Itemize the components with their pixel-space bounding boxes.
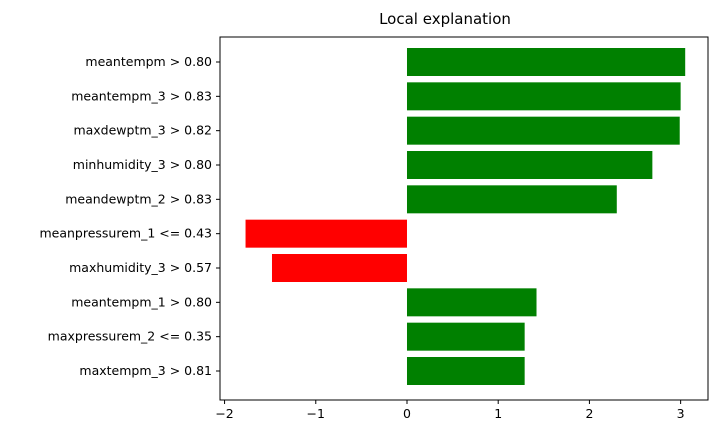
y-tick-label: meandewptm_2 > 0.83	[65, 191, 212, 206]
bar-5	[406, 185, 617, 214]
x-tick-label: −1	[307, 406, 325, 421]
x-tick-label: 2	[585, 406, 593, 421]
y-tick-label: maxpressurem_2 <= 0.35	[48, 329, 212, 344]
bar-4	[406, 151, 653, 179]
y-tick-label: maxdewptm_3 > 0.82	[73, 123, 212, 138]
x-tick-label: 3	[677, 406, 685, 421]
y-tick-label: maxtempm_3 > 0.81	[79, 363, 212, 378]
x-tick-label: 0	[403, 406, 411, 421]
bar-1	[406, 48, 686, 76]
y-tick-label: meantempm > 0.80	[85, 54, 212, 69]
bar-2	[406, 82, 681, 111]
bar-6	[245, 219, 407, 248]
y-tick-label: minhumidity_3 > 0.80	[73, 157, 212, 172]
chart-title: Local explanation	[379, 10, 511, 28]
y-tick-label: meanpressurem_1 <= 0.43	[39, 226, 212, 241]
y-tick-label: meantempm_3 > 0.83	[71, 88, 212, 103]
plot-frame	[219, 36, 709, 401]
bar-9	[406, 322, 525, 351]
x-tick-label: −2	[215, 406, 233, 421]
bar-10	[406, 357, 525, 385]
x-axis-ticks: −2 −1 0 1 2 3	[215, 400, 685, 421]
bar-3	[406, 116, 680, 145]
bars-group	[245, 48, 686, 385]
y-tick-label: maxhumidity_3 > 0.57	[69, 260, 212, 275]
bar-7	[271, 254, 407, 282]
y-tick-labels: meantempm > 0.80 meantempm_3 > 0.83 maxdew…	[39, 54, 220, 378]
x-tick-label: 1	[494, 406, 502, 421]
y-tick-label: meantempm_1 > 0.80	[71, 294, 212, 309]
bar-8	[406, 288, 537, 317]
